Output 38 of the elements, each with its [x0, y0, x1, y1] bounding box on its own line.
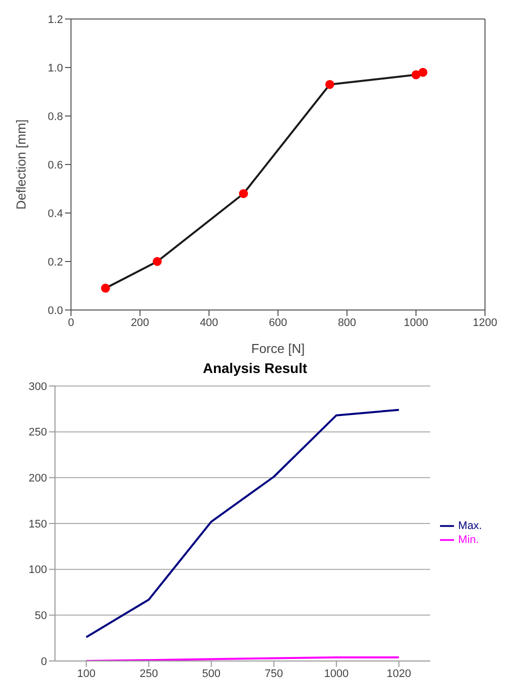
point [101, 284, 110, 293]
x-tick-label: 1200 [472, 316, 498, 329]
y-tick-label: 0 [40, 656, 47, 668]
line-series [85, 408, 400, 638]
legend-label: Max. [458, 520, 482, 532]
x-tick-label: 250 [140, 668, 158, 680]
y-tick-label: 1.2 [48, 14, 63, 26]
x-tick-label: 200 [130, 316, 150, 329]
x-tick-label: 400 [200, 316, 218, 329]
x-tick-label: 1020 [386, 668, 412, 680]
y-tick-label: 0.2 [48, 256, 63, 268]
y-tick-label: 100 [28, 564, 47, 576]
y-tick-label: 0.8 [48, 110, 63, 123]
x-tick-label: 600 [268, 316, 288, 329]
y-tick-label: 50 [34, 610, 47, 622]
point [325, 80, 334, 89]
y-axis-title: Deflection [mm] [14, 119, 29, 210]
x-tick-label: 100 [77, 668, 96, 680]
y-tick-label: 1.0 [48, 62, 63, 74]
x-tick-label: 1000 [324, 668, 349, 680]
chart-title: Analysis Result [202, 360, 308, 378]
x-tick-label: 0 [68, 316, 74, 329]
x-axis-title: Force [N] [251, 341, 305, 356]
y-tick-label: 200 [28, 472, 47, 485]
point [418, 68, 428, 77]
x-tick-label: 500 [202, 668, 220, 680]
y-tick-label: 0.6 [48, 159, 63, 172]
y-tick-label: 150 [28, 518, 47, 530]
y-tick-label: 0.4 [48, 208, 63, 220]
point [239, 189, 248, 198]
x-tick-label: 1000 [404, 316, 428, 329]
y-tick-label: 250 [28, 426, 47, 439]
y-tick-label: 0.0 [48, 304, 63, 317]
point [152, 257, 162, 266]
y-tick-label: 300 [28, 380, 47, 393]
x-tick-label: 750 [264, 668, 284, 680]
legend-label: Min. [458, 534, 479, 546]
x-tick-label: 800 [338, 316, 356, 329]
